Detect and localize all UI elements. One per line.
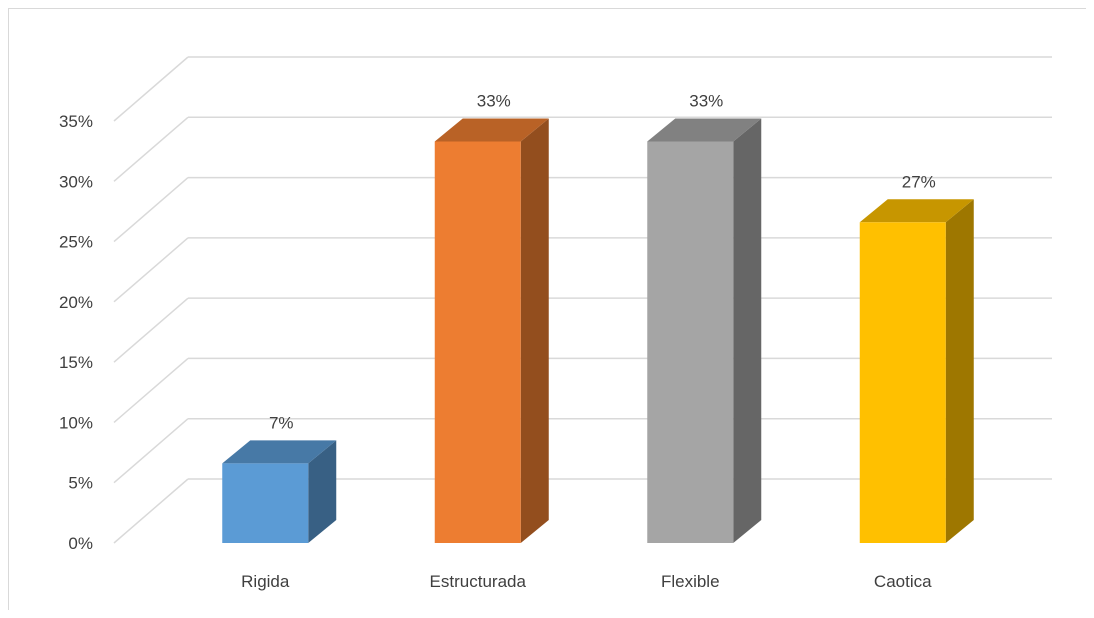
bar-top-face — [434, 118, 549, 142]
bar-front-face — [434, 141, 521, 544]
y-tick-label: 25% — [59, 233, 93, 252]
data-label: 7% — [269, 413, 294, 432]
x-category-label: Caotica — [874, 572, 932, 591]
bar-flexible — [647, 118, 762, 544]
gridline-side — [113, 418, 189, 484]
data-label: 33% — [477, 91, 511, 110]
bar-front-face — [859, 222, 946, 543]
y-tick-label: 0% — [68, 534, 93, 553]
y-tick-label: 15% — [59, 353, 93, 372]
bar-rigida — [222, 440, 337, 543]
gridline-side — [113, 357, 189, 423]
bar-side-face — [733, 118, 762, 544]
bar-estructurada — [434, 118, 549, 544]
data-labels: 7% 33% 33% 27% — [269, 91, 936, 432]
data-label: 33% — [689, 91, 723, 110]
x-category-label: Flexible — [661, 572, 720, 591]
y-tick-label: 5% — [68, 474, 93, 493]
bar-front-face — [647, 141, 734, 544]
x-category-label: Estructurada — [430, 572, 527, 591]
chart-frame: 0% 5% 10% 15% 20% 25% 30% 35% Rigida Estructurad… — [8, 8, 1086, 610]
y-tick-label: 20% — [59, 293, 93, 312]
bar-top-face — [647, 118, 762, 142]
bar-top-face — [222, 440, 337, 464]
x-axis-category-labels: Rigida Estructurada Flexible Caotica — [241, 572, 932, 591]
gridline-side — [113, 177, 189, 243]
bar-chart: 0% 5% 10% 15% 20% 25% 30% 35% Rigida Estructurad… — [59, 56, 1052, 591]
y-tick-label: 35% — [59, 112, 93, 131]
bar-side-face — [945, 199, 974, 543]
data-label: 27% — [902, 172, 936, 191]
gridline-side — [113, 297, 189, 363]
bar-side-face — [308, 440, 337, 543]
bars — [222, 118, 974, 544]
gridline-side — [113, 237, 189, 303]
y-tick-label: 30% — [59, 172, 93, 191]
y-axis-tick-labels: 0% 5% 10% 15% 20% 25% 30% 35% — [59, 112, 93, 553]
gridline-side — [113, 478, 189, 544]
x-category-label: Rigida — [241, 572, 290, 591]
gridline-side — [113, 56, 189, 122]
bar-top-face — [859, 199, 974, 223]
gridlines — [113, 56, 1052, 544]
y-tick-label: 10% — [59, 413, 93, 432]
gridline-side — [113, 116, 189, 182]
bar-caotica — [859, 199, 974, 543]
bar-front-face — [222, 463, 309, 543]
bar-side-face — [520, 118, 549, 544]
